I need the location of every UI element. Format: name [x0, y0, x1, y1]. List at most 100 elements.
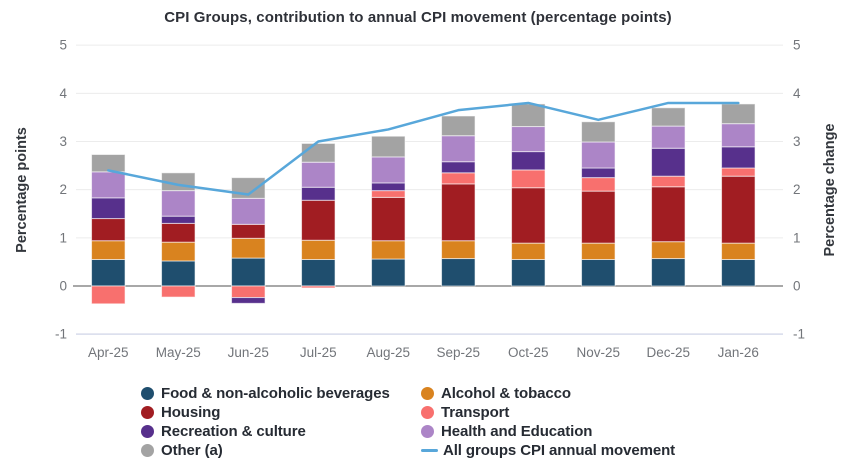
bar-segment-recreation-culture-oct-25 [511, 151, 546, 171]
legend-label: Other (a) [161, 442, 223, 459]
bar-segment-recreation-culture-jan-26 [721, 146, 756, 169]
bar-segment-alcohol-tobacco-may-25 [161, 241, 196, 262]
bar-segment-recreation-culture-jun-25 [231, 297, 266, 304]
bar-segment-health-and-education-sep-25 [441, 135, 476, 163]
bar-segment-health-and-education-dec-25 [651, 125, 686, 149]
bar-segment-housing-dec-25 [651, 186, 686, 243]
y-tick-left-2: 2 [59, 182, 67, 197]
x-tick-aug-25: Aug-25 [367, 345, 411, 360]
bar-segment-food-non-alcoholic-beverages-aug-25 [371, 258, 406, 287]
bar-segment-health-and-education-aug-25 [371, 156, 406, 184]
bar-segment-alcohol-tobacco-apr-25 [91, 240, 126, 261]
legend-dot-icon [141, 444, 154, 457]
bar-segment-food-non-alcoholic-beverages-nov-25 [581, 259, 616, 287]
bar-segment-housing-sep-25 [441, 183, 476, 242]
legend-item-housing: Housing [141, 403, 421, 422]
y-tick-right-2: 2 [793, 182, 801, 197]
bar-segment-housing-jan-26 [721, 175, 756, 244]
chart-title: CPI Groups, contribution to annual CPI m… [164, 9, 672, 26]
bar-segment-housing-aug-25 [371, 196, 406, 242]
legend-label: Alcohol & tobacco [441, 385, 571, 402]
legend-dot-icon [421, 387, 434, 400]
bar-segment-recreation-culture-apr-25 [91, 197, 126, 220]
bar-segment-other-a-dec-25 [651, 107, 686, 127]
bar-segment-alcohol-tobacco-jan-26 [721, 242, 756, 261]
bar-segment-recreation-culture-jul-25 [301, 186, 336, 201]
legend-item-other-a: Other (a) [141, 441, 421, 460]
legend-column-0: Food & non-alcoholic beverages Housing Rec… [141, 384, 421, 460]
bar-segment-alcohol-tobacco-jun-25 [231, 237, 266, 259]
y-axis-left-title: Percentage points [14, 127, 30, 253]
bar-segment-recreation-culture-dec-25 [651, 147, 686, 177]
chart-canvas: 5 4 3 2 1 0 -1 5 4 3 2 1 0 -1 Apr-25 May-25 Jun-25 Jul-25… [14, 38, 838, 360]
y-tick-right--1: -1 [793, 327, 805, 342]
legend-item-recreation-culture: Recreation & culture [141, 422, 421, 441]
x-tick-sep-25: Sep-25 [437, 345, 481, 360]
bar-segment-food-non-alcoholic-beverages-oct-25 [511, 259, 546, 287]
legend-column-1: Alcohol & tobacco Transport Health and Edu… [421, 384, 675, 460]
bar-segment-other-a-oct-25 [511, 103, 546, 128]
y-tick-left-0: 0 [59, 279, 67, 294]
bar-segment-health-and-education-nov-25 [581, 141, 616, 169]
legend-item-alcohol-tobacco: Alcohol & tobacco [421, 384, 675, 403]
y-tick-left-5: 5 [59, 38, 67, 53]
legend-label: Housing [161, 404, 221, 421]
bar-segment-transport-apr-25 [91, 285, 126, 305]
bar-segment-recreation-culture-may-25 [161, 215, 196, 224]
bar-segment-transport-oct-25 [511, 169, 546, 189]
bar-segment-health-and-education-jul-25 [301, 161, 336, 188]
y-tick-right-4: 4 [793, 86, 801, 101]
x-tick-oct-25: Oct-25 [508, 345, 549, 360]
y-tick-right-0: 0 [793, 279, 801, 294]
legend-label: Recreation & culture [161, 423, 306, 440]
y-tick-right-1: 1 [793, 230, 801, 245]
bar-segment-housing-apr-25 [91, 218, 126, 242]
bar-segment-health-and-education-jan-26 [721, 123, 756, 148]
bar-segment-transport-dec-25 [651, 175, 686, 188]
legend-dot-icon [141, 425, 154, 438]
y-tick-left-1: 1 [59, 230, 67, 245]
legend-label: Health and Education [441, 423, 593, 440]
bar-segment-transport-aug-25 [371, 190, 406, 198]
bar-segment-recreation-culture-sep-25 [441, 161, 476, 174]
bar-segment-alcohol-tobacco-aug-25 [371, 240, 406, 260]
x-tick-jan-26: Jan-26 [718, 345, 759, 360]
cpi-annual-movement-line [107, 101, 740, 196]
legend-label: Transport [441, 404, 510, 421]
bar-segment-food-non-alcoholic-beverages-apr-25 [91, 259, 126, 287]
bar-segment-transport-may-25 [161, 285, 196, 298]
x-tick-may-25: May-25 [156, 345, 201, 360]
bar-segment-alcohol-tobacco-nov-25 [581, 242, 616, 261]
bar-segment-alcohol-tobacco-dec-25 [651, 241, 686, 260]
y-tick-right-3: 3 [793, 134, 801, 149]
legend-item-health-and-education: Health and Education [421, 422, 675, 441]
bar-segment-food-non-alcoholic-beverages-may-25 [161, 260, 196, 287]
bar-segment-housing-may-25 [161, 222, 196, 243]
legend-item-food-non-alcoholic-beverages: Food & non-alcoholic beverages [141, 384, 421, 403]
x-tick-apr-25: Apr-25 [88, 345, 129, 360]
bar-segment-recreation-culture-nov-25 [581, 167, 616, 179]
bar-segment-food-non-alcoholic-beverages-sep-25 [441, 258, 476, 287]
legend-item-all-groups-cpi-annual-movement: All groups CPI annual movement [421, 441, 675, 460]
bar-segment-alcohol-tobacco-sep-25 [441, 240, 476, 260]
y-tick-left-3: 3 [59, 134, 67, 149]
bar-segment-recreation-culture-aug-25 [371, 182, 406, 192]
bar-segment-other-a-aug-25 [371, 135, 406, 158]
bar-segment-other-a-nov-25 [581, 121, 616, 143]
x-tick-dec-25: Dec-25 [647, 345, 691, 360]
bar-segment-other-a-apr-25 [91, 153, 126, 173]
bar-segment-other-a-jan-26 [721, 103, 756, 125]
x-tick-jul-25: Jul-25 [300, 345, 337, 360]
legend-dot-icon [421, 425, 434, 438]
bar-segment-other-a-sep-25 [441, 115, 476, 137]
legend-dot-icon [141, 406, 154, 419]
bar-segment-alcohol-tobacco-jul-25 [301, 239, 336, 261]
bar-segment-housing-jun-25 [231, 223, 266, 239]
legend-label: All groups CPI annual movement [443, 442, 676, 459]
legend-line-icon [421, 449, 438, 452]
bar-segment-transport-sep-25 [441, 172, 476, 185]
bar-segment-health-and-education-apr-25 [91, 171, 126, 199]
bar-segment-other-a-jul-25 [301, 142, 336, 163]
chart-legend: Food & non-alcoholic beverages Housing Rec… [141, 384, 675, 460]
